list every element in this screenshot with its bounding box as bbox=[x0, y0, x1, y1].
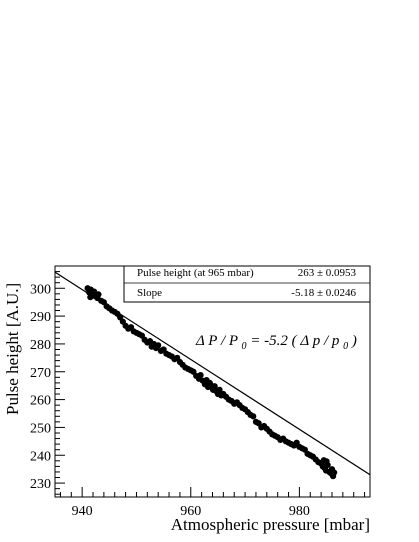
data-points bbox=[84, 285, 338, 480]
x-tick-label: 940 bbox=[72, 504, 93, 519]
y-tick-label: 260 bbox=[30, 394, 51, 409]
tick-labels: 940 960 980 230 240 250 260 270 280 290 300 bbox=[30, 282, 310, 519]
axis-ticks bbox=[55, 271, 366, 497]
data-point bbox=[87, 294, 94, 301]
y-tick-label: 290 bbox=[30, 310, 51, 325]
data-point bbox=[197, 371, 204, 379]
stats-row-2-label: Slope bbox=[137, 287, 162, 299]
stats-box: Pulse height (at 965 mbar) 263 ± 0.0953 … bbox=[123, 265, 371, 303]
stats-row-2-value: -5.18 ± 0.0246 bbox=[291, 287, 356, 299]
stats-row-1-value: 263 ± 0.0953 bbox=[298, 267, 357, 279]
y-tick-label: 300 bbox=[30, 282, 51, 297]
y-tick-label: 280 bbox=[30, 338, 51, 353]
y-tick-label: 240 bbox=[30, 449, 51, 464]
x-axis-title: Atmospheric pressure [mbar] bbox=[171, 515, 370, 534]
y-tick-label: 270 bbox=[30, 366, 51, 381]
data-point bbox=[320, 457, 327, 464]
data-point bbox=[216, 386, 223, 393]
stats-box-frame bbox=[123, 265, 371, 303]
y-tick-label: 230 bbox=[30, 477, 51, 492]
data-point bbox=[331, 469, 338, 476]
stats-row-1-label: Pulse height (at 965 mbar) bbox=[137, 267, 254, 279]
data-point bbox=[155, 342, 162, 349]
x-tick-label: 980 bbox=[289, 504, 310, 519]
y-axis-title: Pulse height [A.U.] bbox=[3, 283, 22, 415]
data-point bbox=[250, 413, 257, 420]
slope-annotation: Δ P / P 0 = -5.2 ( Δ p / p 0 ) bbox=[195, 333, 357, 353]
y-tick-label: 250 bbox=[30, 421, 51, 436]
x-tick-label: 960 bbox=[180, 504, 201, 519]
data-point bbox=[211, 383, 218, 390]
data-point bbox=[95, 291, 102, 298]
